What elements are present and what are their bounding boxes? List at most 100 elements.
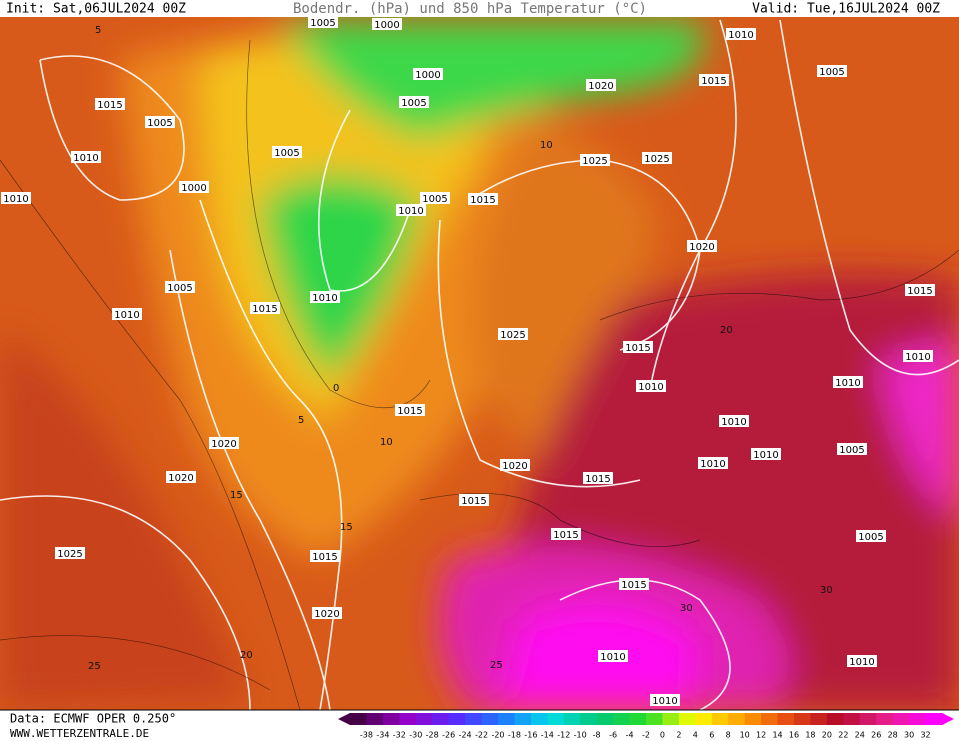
isobar-label: 1010	[905, 352, 930, 363]
colorbar-label: -16	[524, 731, 537, 740]
colorbar-label: 24	[855, 731, 865, 740]
isobar-label: 1005	[839, 445, 864, 456]
isobar-label-box	[179, 181, 209, 193]
isobar-label-box	[372, 18, 402, 30]
colorbar-swatch	[662, 713, 680, 725]
isobar-label: 1015	[907, 286, 932, 297]
colorbar-label: -22	[475, 731, 488, 740]
colorbar-swatch	[826, 713, 844, 725]
isobar-label: 1020	[211, 439, 236, 450]
colorbar-swatch	[514, 713, 532, 725]
colorbar-label: 28	[888, 731, 898, 740]
isobar-label-box	[636, 380, 666, 392]
isobar-label-box	[310, 550, 340, 562]
isobar-label: 1010	[721, 417, 746, 428]
isobar-label: 1005	[422, 194, 447, 205]
colorbar-swatch	[547, 713, 565, 725]
isobar-label-box	[55, 547, 85, 559]
colorbar-swatch	[761, 713, 779, 725]
isobar-label-box	[698, 457, 728, 469]
colorbar-label: -26	[442, 731, 455, 740]
colorbar-swatch	[843, 713, 861, 725]
colorbar-swatch	[925, 713, 943, 725]
isobar-label: 1005	[167, 283, 192, 294]
colorbar-label: 30	[904, 731, 914, 740]
isobar-label: 1015	[252, 304, 277, 315]
colorbar-swatch	[678, 713, 696, 725]
colorbar-label: -6	[609, 731, 617, 740]
isobar-label-box	[719, 415, 749, 427]
isobar-label: 1020	[588, 81, 613, 92]
isobar-label-box	[95, 98, 125, 110]
colorbar-swatch	[481, 713, 499, 725]
temperature-field	[0, 17, 959, 710]
colorbar-label: 0	[660, 731, 665, 740]
isobar-label-box	[687, 240, 717, 252]
isobar-label-box	[500, 459, 530, 471]
isobar-label-box	[459, 494, 489, 506]
isobar-label: 1010	[3, 194, 28, 205]
isobar-label-box	[726, 28, 756, 40]
colorbar-swatch	[399, 713, 417, 725]
colorbar-swatch	[728, 713, 746, 725]
isobar-label: 1010	[600, 652, 625, 663]
isobar-label-box	[395, 404, 425, 416]
colorbar-swatch	[629, 713, 647, 725]
isobar-label-box	[166, 471, 196, 483]
isobar-label-box	[619, 578, 649, 590]
colorbar-label: -10	[574, 731, 587, 740]
colorbar-label: 10	[740, 731, 750, 740]
isobar-label: 1020	[314, 609, 339, 620]
colorbar-label: -4	[626, 731, 634, 740]
valid-time: Valid: Tue,16JUL2024 00Z	[752, 2, 940, 17]
isobar-label: 1010	[114, 310, 139, 321]
isobar-label: 1025	[500, 330, 525, 341]
isobar-label-box	[903, 350, 933, 362]
isobar-label-box	[272, 146, 302, 158]
isobar-label-box	[308, 16, 338, 28]
isobar-label-box	[586, 79, 616, 91]
colorbar-swatch	[596, 713, 614, 725]
isotherm-label: 25	[490, 660, 503, 671]
colorbar-swatch	[613, 713, 631, 725]
colorbar-swatch	[777, 713, 795, 725]
isobar-label: 1015	[553, 530, 578, 541]
isobar-label-box	[112, 308, 142, 320]
colorbar-swatch	[415, 713, 433, 725]
colorbar-label: -14	[541, 731, 554, 740]
isobar-label: 1000	[374, 20, 399, 31]
colorbar-label: -24	[459, 731, 472, 740]
isobar-label-box	[856, 530, 886, 542]
colorbar-swatch	[498, 713, 515, 725]
isobar-label-box	[145, 116, 175, 128]
isobar-label-box	[165, 281, 195, 293]
isobar-label: 1010	[728, 30, 753, 41]
isobar-label-box	[847, 655, 877, 667]
colorbar-swatch	[465, 713, 483, 725]
isobar-label-box	[551, 528, 581, 540]
colorbar-swatch	[711, 713, 729, 725]
colorbar-label: -38	[360, 731, 373, 740]
isobar-label: 1015	[585, 474, 610, 485]
isobar-label-box	[310, 291, 340, 303]
isobar-label-box	[580, 154, 610, 166]
isobar-label: 1005	[819, 67, 844, 78]
colorbar-label: 26	[871, 731, 881, 740]
colorbar-label: 12	[756, 731, 766, 740]
isobar-label: 1000	[181, 183, 206, 194]
isotherm-label: 10	[380, 437, 393, 448]
isobar-label-box	[312, 607, 342, 619]
isobar-label-box	[650, 694, 680, 706]
isobar-label: 1010	[638, 382, 663, 393]
isobar-label: 1015	[461, 496, 486, 507]
isobar-label: 1025	[644, 154, 669, 165]
isobar-label: 1000	[415, 70, 440, 81]
colorbar-label: -28	[426, 731, 439, 740]
isobar-label: 1020	[689, 242, 714, 253]
isobar-label-box	[833, 376, 863, 388]
isobar-label-box	[468, 193, 498, 205]
colorbar-swatch	[448, 713, 466, 725]
colorbar-swatch	[794, 713, 811, 725]
isotherm-label: 30	[820, 585, 833, 596]
isobar-label: 1010	[753, 450, 778, 461]
